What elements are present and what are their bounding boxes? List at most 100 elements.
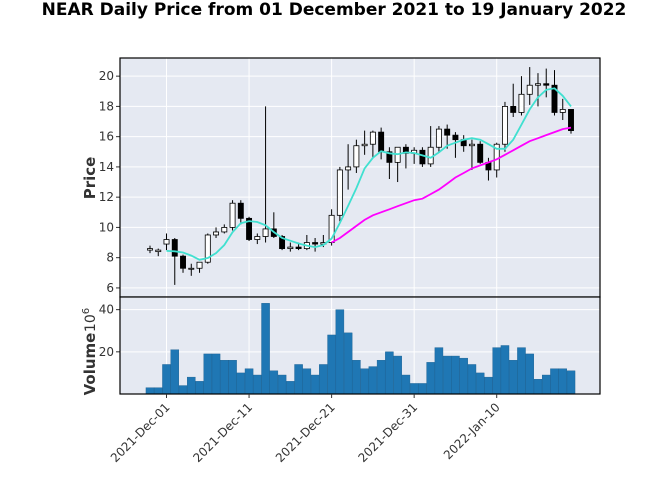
candle-up [163, 239, 170, 245]
volume-bar [269, 370, 279, 395]
candle-down [543, 83, 550, 86]
moving-average-long-line [331, 126, 572, 244]
volume-bar [220, 360, 229, 395]
candle-down [279, 236, 286, 249]
x-tick-label: 2021-Dec-31 [355, 400, 420, 465]
candle-up [229, 202, 236, 228]
candle-up [361, 143, 368, 147]
candle-up [345, 166, 352, 171]
candle-down [568, 109, 574, 132]
candle-down [378, 131, 385, 153]
candle-up [155, 249, 162, 253]
moving-average-short-line [166, 87, 572, 261]
volume-bar [426, 362, 435, 395]
candle-up [328, 214, 335, 243]
candle-up [196, 261, 203, 269]
candle-up [369, 131, 376, 145]
volume-bar [360, 368, 369, 395]
candle-up [502, 106, 508, 145]
x-tick-label: 2021-Dec-01 [108, 400, 173, 465]
volume-bar [376, 360, 386, 395]
volume-y-tick-label: 20 [99, 345, 114, 359]
volume-bar [310, 374, 320, 395]
candle-down [510, 106, 517, 113]
volume-bar [195, 381, 204, 395]
candle-up [468, 143, 475, 147]
volume-bar [335, 309, 345, 395]
volume-bar [484, 376, 493, 395]
candle-up [518, 93, 525, 113]
price-axis-label: Price [81, 157, 99, 200]
candle-up [204, 234, 211, 263]
volume-bar [517, 347, 526, 395]
volume-axis-label: Volume [81, 333, 99, 396]
price-y-tick-label: 12 [99, 190, 114, 204]
volume-bar [352, 360, 361, 395]
volume-bar [459, 357, 468, 395]
candle-up [287, 246, 294, 249]
price-y-tick-label: 14 [99, 160, 114, 174]
volume-bar [401, 374, 411, 395]
volume-bar [475, 372, 485, 395]
candle-down [237, 202, 244, 219]
volume-bar [154, 387, 163, 395]
price-y-tick-label: 16 [99, 130, 114, 144]
price-y-tick-label: 18 [99, 99, 114, 113]
volume-bar [343, 332, 353, 395]
volume-bar [434, 347, 444, 395]
volume-bar [228, 360, 237, 395]
candle-down [246, 217, 253, 240]
x-tick-label: 2022-Jan-10 [441, 400, 503, 462]
volume-bar [261, 303, 270, 395]
volume-bar [385, 351, 394, 395]
volume-bar [558, 368, 567, 395]
candle-up [535, 83, 541, 86]
volume-bar [368, 366, 378, 395]
price-y-tick-label: 6 [106, 281, 114, 295]
candle-up [147, 248, 153, 251]
candle-up [254, 236, 261, 240]
x-axis: 2021-Dec-01 2021-Dec-11 2021-Dec-21 2021-De… [108, 394, 503, 465]
candle-up [213, 231, 219, 236]
volume-panel-border [119, 296, 601, 395]
candle-up [336, 169, 343, 216]
candle-up [353, 145, 360, 168]
volume-bar [302, 368, 312, 395]
volume-bar [533, 379, 543, 395]
volume-bar [170, 349, 180, 395]
candle-down [477, 143, 484, 163]
candle-up [559, 109, 566, 113]
candle-down [171, 239, 178, 257]
candle-down [180, 255, 186, 269]
volume-bar [319, 364, 328, 395]
candle-down [551, 84, 558, 113]
volume-exponent-value: 6 [81, 308, 92, 314]
price-y-tick-label: 8 [106, 251, 114, 265]
volume-axis-exponent: 106 [81, 308, 99, 332]
candle-down [295, 246, 302, 249]
candle-up [435, 128, 442, 148]
volume-bar [203, 353, 213, 395]
candle-down [386, 151, 393, 163]
volume-bar [286, 381, 295, 395]
volume-bar [550, 368, 559, 395]
volume-bar [566, 370, 576, 395]
volume-bar [492, 347, 501, 395]
volume-bar [409, 383, 419, 395]
volume-bar [145, 387, 155, 395]
price-panel: 6 8 10 12 14 16 18 20 [99, 57, 601, 298]
volume-bar [442, 355, 452, 395]
price-y-tick-label: 10 [99, 220, 114, 234]
candle-down [312, 242, 319, 245]
volume-bar [418, 383, 427, 395]
candle-down [452, 134, 459, 141]
volume-bar [500, 345, 510, 395]
volume-bar [253, 374, 262, 395]
volume-bar [327, 334, 336, 395]
volume-bar [187, 376, 196, 395]
chart-title: NEAR Daily Price from 01 December 2021 t… [41, 0, 627, 20]
x-tick-label: 2021-Dec-21 [273, 400, 338, 465]
volume-bar [211, 353, 221, 395]
volume-bar [236, 372, 246, 395]
